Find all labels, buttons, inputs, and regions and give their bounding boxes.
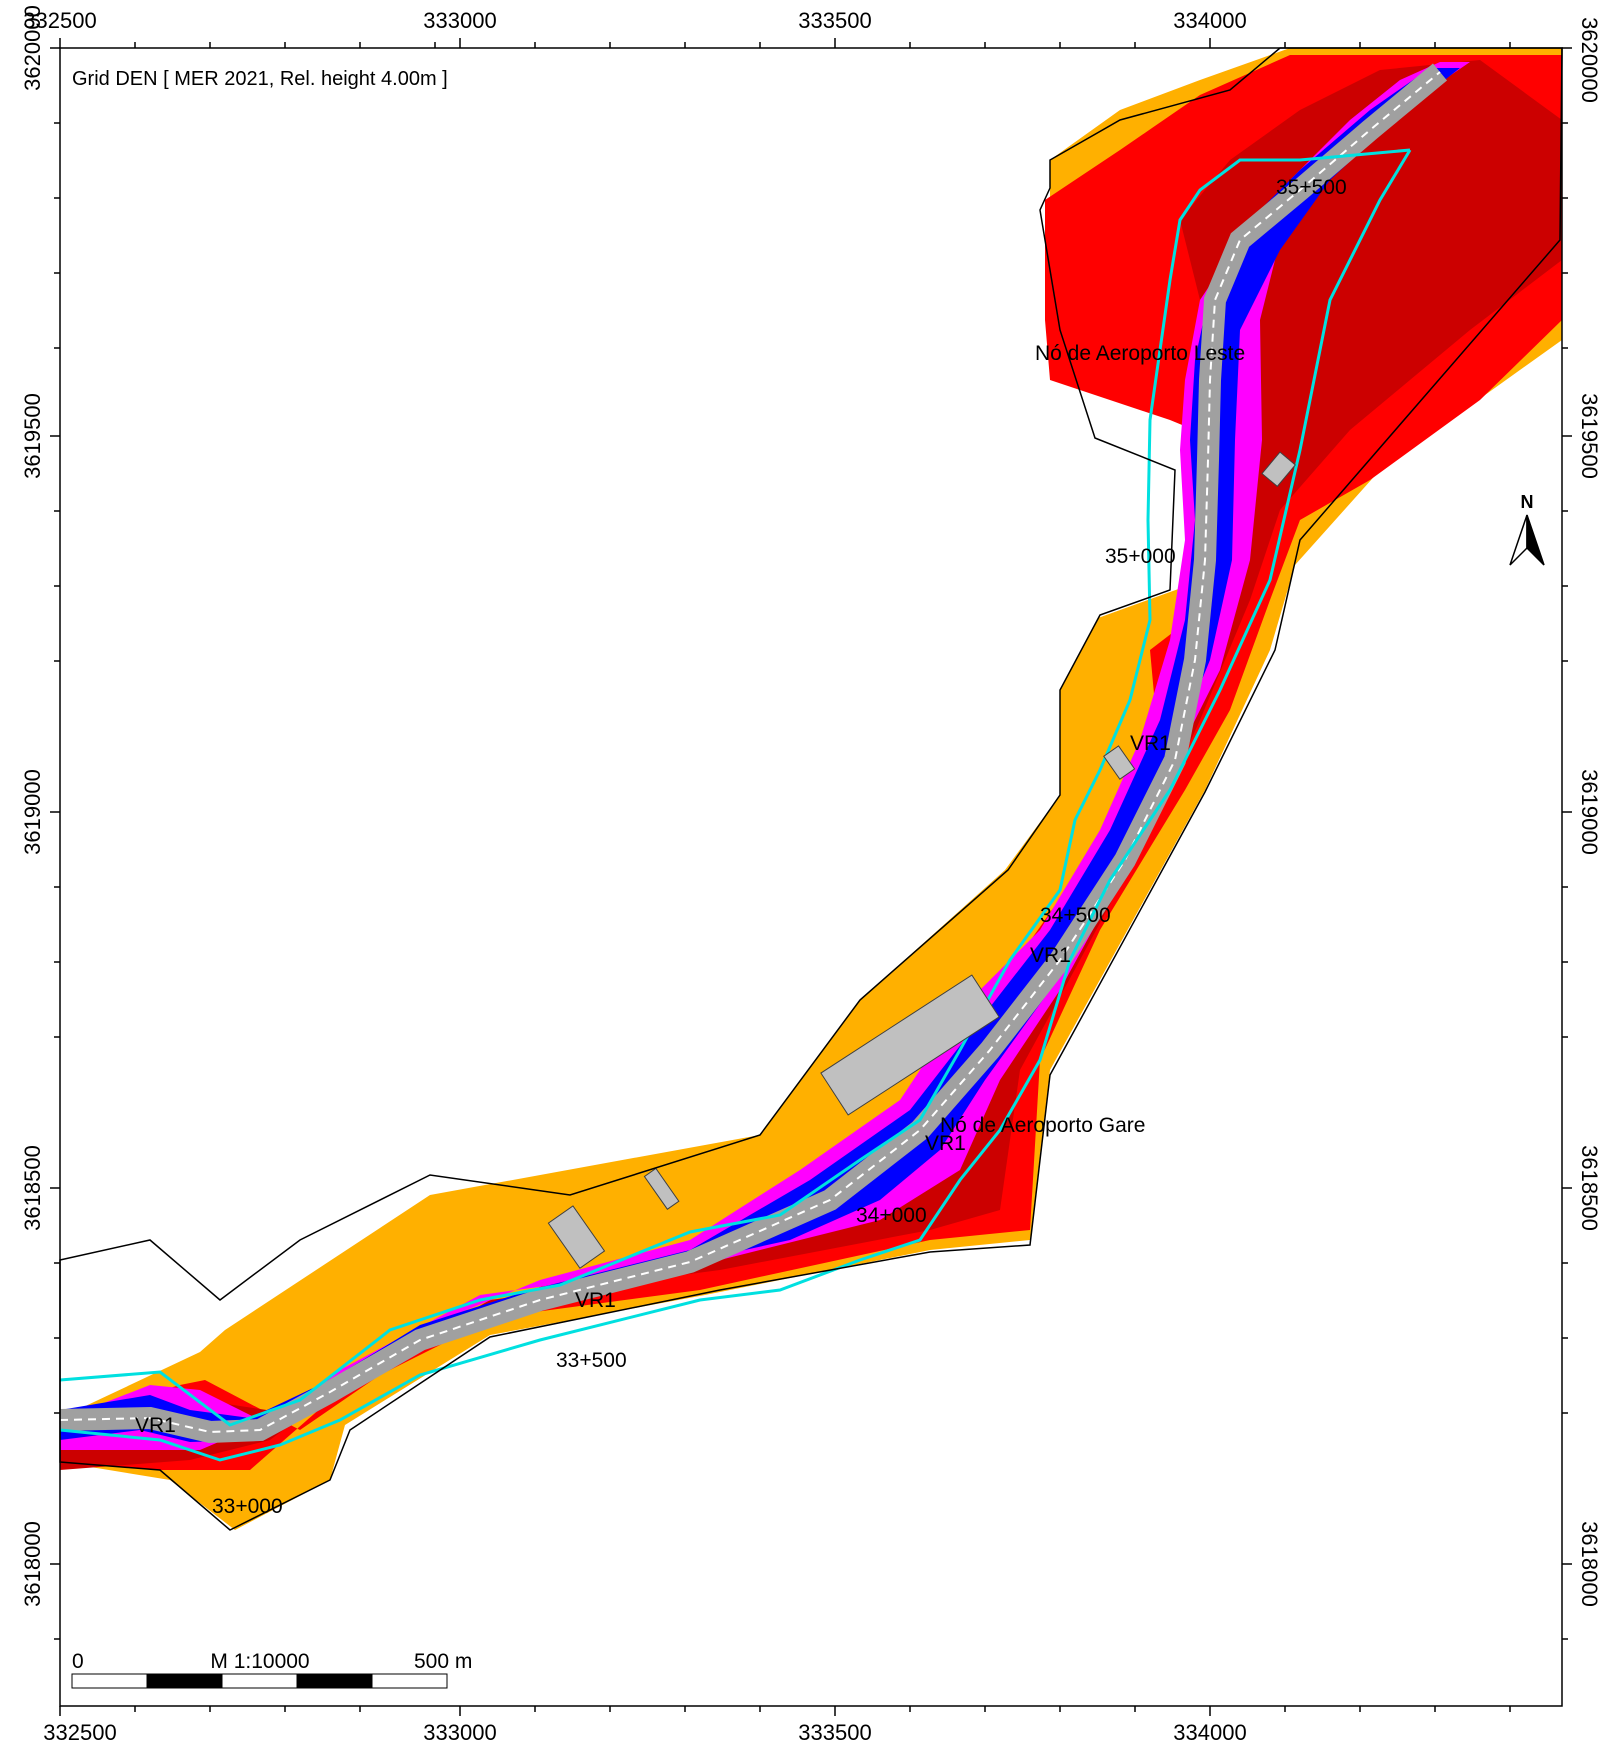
label-vr1-west: VR1 (135, 1414, 176, 1437)
x-tick-top-333000: 333000 (423, 8, 496, 33)
north-arrow-label: N (1521, 492, 1534, 512)
label-vr1-gare: VR1 (925, 1132, 966, 1155)
label-vr1-south: VR1 (575, 1289, 616, 1312)
noise-zones (59, 48, 1562, 1530)
y-tick-right-3620000: 3620000 (1577, 17, 1602, 103)
buildings (547, 451, 1297, 1269)
tick-marks (50, 38, 1572, 1716)
label-no-aeroporto-leste: Nó de Aeroporto Leste (1035, 342, 1245, 365)
cyan-contour-north (59, 148, 1411, 1427)
x-tick-bottom-333500: 333500 (798, 1720, 871, 1745)
label-vr1-middle: VR1 (1030, 944, 1071, 967)
building-3 (1103, 745, 1136, 780)
building-2 (643, 1167, 680, 1210)
y-tick-right-3618000: 3618000 (1577, 1521, 1602, 1607)
map-frame-border (59, 47, 1563, 1707)
cyan-contours (59, 148, 1412, 1462)
x-tick-bottom-332500: 332500 (43, 1720, 116, 1745)
label-km-35-500: 35+500 (1276, 176, 1347, 199)
y-tick-right-3619000: 3619000 (1577, 769, 1602, 855)
y-tick-left-3619500: 3619500 (20, 393, 45, 479)
cyan-contour-south (59, 149, 1412, 1462)
label-km-33-000: 33+000 (212, 1495, 283, 1518)
x-tick-top-334000: 334000 (1173, 8, 1246, 33)
scale-bar-start: 0 (72, 1650, 84, 1673)
building-terminal (820, 974, 1000, 1116)
road-centerline (59, 71, 1441, 1434)
y-tick-right-3618500: 3618500 (1577, 1145, 1602, 1231)
x-tick-top-333500: 333500 (798, 8, 871, 33)
scale-bar-ratio: M 1:10000 (210, 1650, 309, 1673)
label-vr1-north: VR1 (1130, 732, 1171, 755)
north-arrow-right-icon (1526, 514, 1545, 566)
label-km-34-000: 34+000 (856, 1204, 927, 1227)
building-1 (547, 1205, 606, 1269)
building-4 (1261, 451, 1297, 488)
label-no-aeroporto-gare: Nó de Aeroporto Gare (940, 1114, 1145, 1137)
north-arrow: N (1509, 492, 1545, 566)
x-tick-bottom-334000: 334000 (1173, 1720, 1246, 1745)
map-title: Grid DEN [ MER 2021, Rel. height 4.00m ] (72, 68, 448, 90)
y-tick-left-3620000: 3620000 (20, 5, 45, 91)
study-area-outline (59, 47, 1563, 1531)
label-km-33-500: 33+500 (556, 1349, 627, 1372)
label-km-35-000: 35+000 (1105, 545, 1176, 568)
scale-bar-end: 500 m (414, 1650, 472, 1673)
x-tick-bottom-333000: 333000 (423, 1720, 496, 1745)
x-tick-top-332500: 332500 (23, 8, 96, 33)
y-tick-left-3618500: 3618500 (20, 1145, 45, 1231)
scale-bar: 0 M 1:10000 500 m (71, 1650, 472, 1689)
y-tick-left-3618000: 3618000 (20, 1521, 45, 1607)
label-km-34-500: 34+500 (1040, 904, 1111, 927)
y-tick-left-3619000: 3619000 (20, 769, 45, 855)
y-tick-right-3619500: 3619500 (1577, 393, 1602, 479)
